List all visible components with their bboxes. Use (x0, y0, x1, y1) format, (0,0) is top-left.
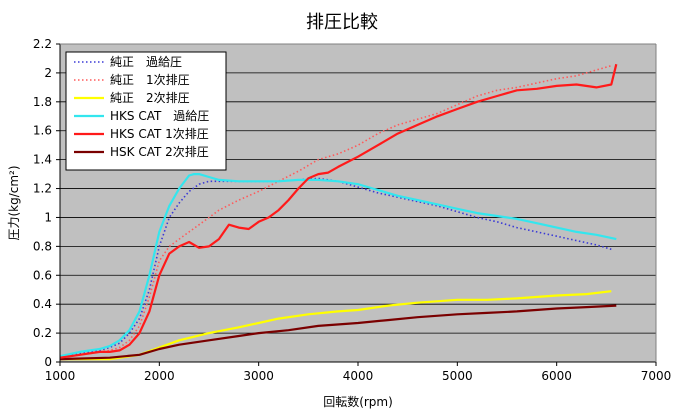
series-line-2 (60, 290, 612, 361)
y-tick-label: 2 (44, 66, 52, 80)
y-tick-label: 0 (44, 355, 52, 369)
x-tick-label: 1000 (45, 369, 76, 383)
y-tick-label: 1.6 (33, 124, 52, 138)
x-tick-label: 3000 (243, 369, 274, 383)
legend-label: 純正 過給圧 (110, 55, 182, 69)
y-axis-label: 圧力(kg/cm²) (7, 165, 21, 240)
x-tick-label: 4000 (343, 369, 374, 383)
y-tick-label: 0.6 (33, 268, 52, 282)
series-line-4 (59, 63, 618, 359)
legend-label: HKS CAT 過給圧 (110, 109, 209, 123)
y-tick-label: 1 (44, 210, 52, 224)
x-tick-label: 6000 (541, 369, 572, 383)
y-tick-label: 1.8 (33, 95, 52, 109)
y-tick-label: 2.2 (33, 37, 52, 51)
series-line-3 (59, 173, 617, 358)
y-tick-label: 0.2 (33, 326, 52, 340)
y-tick-label: 1.4 (33, 153, 52, 167)
legend-label: HSK CAT 2次排圧 (110, 145, 209, 159)
y-tick-label: 0.8 (33, 239, 52, 253)
x-axis-label: 回転数(rpm) (323, 394, 393, 409)
x-tick-label: 5000 (442, 369, 473, 383)
series-line-5 (59, 304, 617, 361)
legend-label: 純正 1次排圧 (110, 73, 190, 87)
x-tick-label: 7000 (641, 369, 672, 383)
chart-title: 排圧比較 (306, 12, 378, 33)
series-layer (59, 63, 618, 361)
x-tick-label: 2000 (144, 369, 175, 383)
legend-box (65, 51, 227, 171)
legend-label: HKS CAT 1次排圧 (110, 127, 209, 141)
x-tick-labels: 1000 2000 3000 4000 5000 6000 7000 (45, 369, 672, 383)
axes (56, 43, 657, 366)
y-tick-label: 1.2 (33, 182, 52, 196)
y-tick-label: 0.4 (33, 297, 52, 311)
y-tick-labels: 0 0.2 0.4 0.6 0.8 1 1.2 1.4 1.6 1.8 2 2.2 (33, 37, 52, 369)
legend-label: 純正 2次排圧 (110, 91, 190, 105)
series-line-1 (59, 64, 612, 359)
